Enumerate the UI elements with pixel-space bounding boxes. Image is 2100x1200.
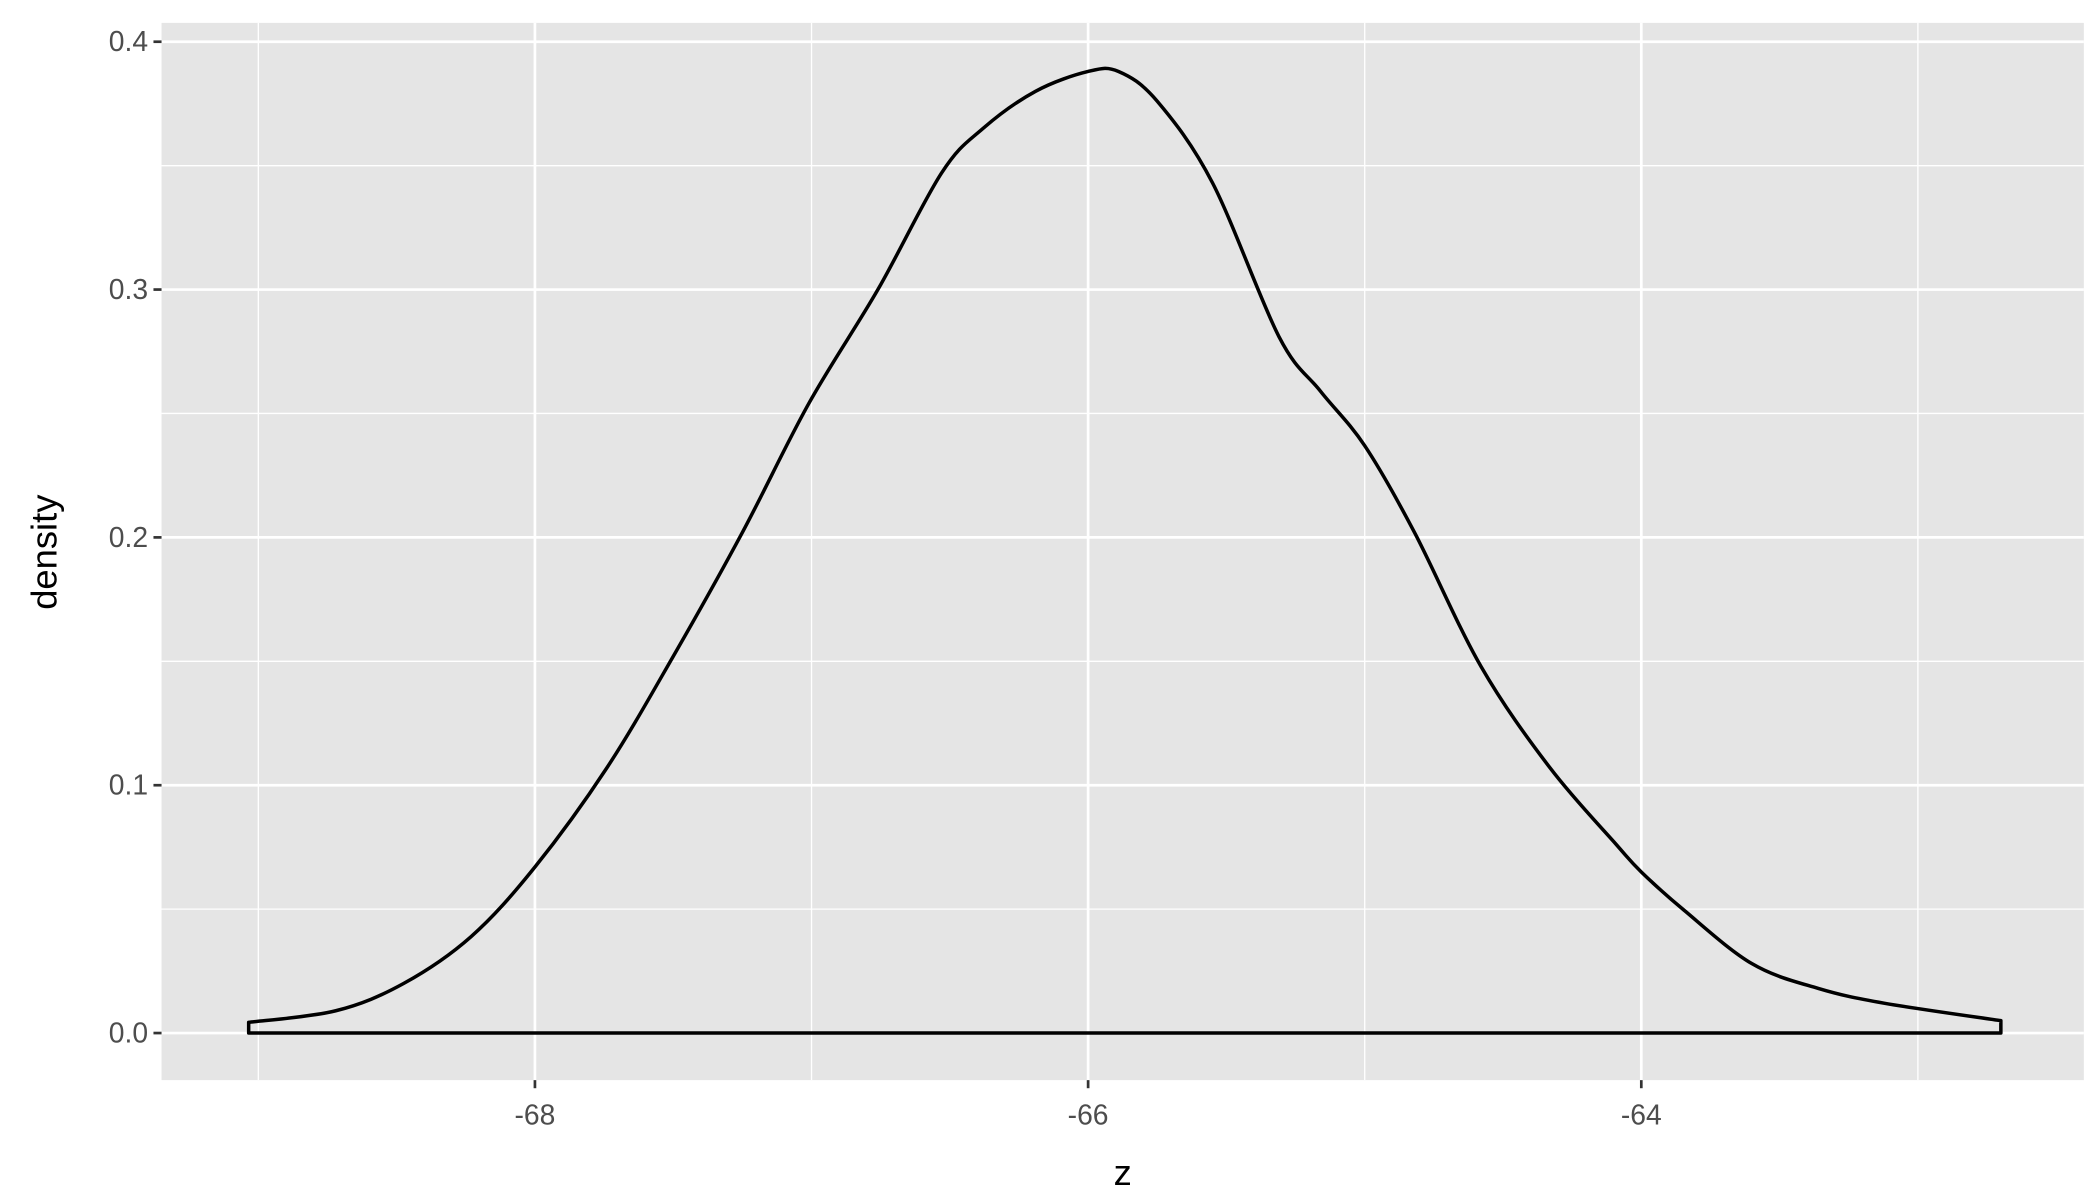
y-axis-title: density xyxy=(24,494,65,610)
x-tick-label: -64 xyxy=(1621,1099,1662,1131)
y-tick-label: 0.1 xyxy=(109,769,148,801)
y-tick-label: 0.0 xyxy=(109,1016,148,1048)
x-tick-label: -66 xyxy=(1068,1099,1109,1131)
x-axis-title: z xyxy=(1114,1152,1132,1193)
y-tick-label: 0.2 xyxy=(109,521,148,553)
x-tick-label: -68 xyxy=(515,1099,556,1131)
y-tick-label: 0.3 xyxy=(109,273,148,305)
density-curve xyxy=(246,66,2003,1035)
plot-panel xyxy=(161,22,2084,1081)
y-tick-label: 0.4 xyxy=(109,25,148,57)
